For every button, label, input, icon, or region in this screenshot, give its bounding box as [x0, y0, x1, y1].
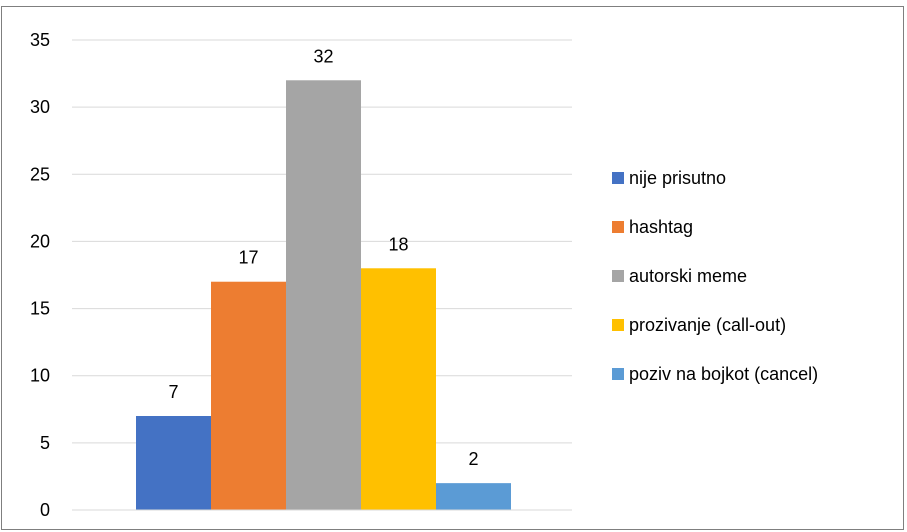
legend-label: prozivanje (call-out) — [629, 314, 787, 335]
bar — [436, 483, 511, 510]
legend-label: poziv na bojkot (cancel) — [629, 363, 819, 384]
bars — [136, 80, 511, 511]
legend-swatch — [612, 221, 624, 233]
y-tick-label: 0 — [40, 500, 50, 520]
y-tick-label: 15 — [30, 299, 50, 319]
legend-item: poziv na bojkot (cancel) — [612, 362, 818, 386]
y-tick-label: 30 — [30, 97, 50, 117]
y-tick-label: 10 — [30, 366, 50, 386]
y-tick-label: 20 — [30, 231, 50, 251]
legend-swatch — [612, 172, 624, 184]
legend-swatch — [612, 368, 624, 380]
legend-swatch — [612, 270, 624, 282]
data-label: 7 — [168, 382, 178, 402]
legend-label: nije prisutno — [629, 167, 727, 188]
legend-label: hashtag — [629, 216, 694, 237]
legend-label: autorski meme — [629, 265, 748, 286]
data-label: 18 — [388, 234, 408, 254]
data-label: 32 — [313, 46, 333, 66]
data-label: 2 — [468, 449, 478, 469]
y-tick-label: 25 — [30, 164, 50, 184]
bar — [361, 268, 436, 510]
y-axis-ticks: 0 5 10 15 20 25 30 35 — [30, 30, 50, 520]
bar — [286, 80, 361, 511]
bar — [211, 281, 286, 510]
legend-item: hashtag — [612, 215, 818, 239]
y-tick-label: 35 — [30, 30, 50, 50]
legend-item: nije prisutno — [612, 166, 818, 190]
legend-item: autorski meme — [612, 264, 818, 288]
data-label: 17 — [238, 248, 258, 268]
data-labels: 7 17 32 18 2 — [168, 46, 478, 469]
legend: nije prisutno hashtag autorski meme proziva… — [612, 166, 818, 411]
bar — [136, 416, 211, 510]
legend-swatch — [612, 319, 624, 331]
y-tick-label: 5 — [40, 433, 50, 453]
legend-item: prozivanje (call-out) — [612, 313, 818, 337]
